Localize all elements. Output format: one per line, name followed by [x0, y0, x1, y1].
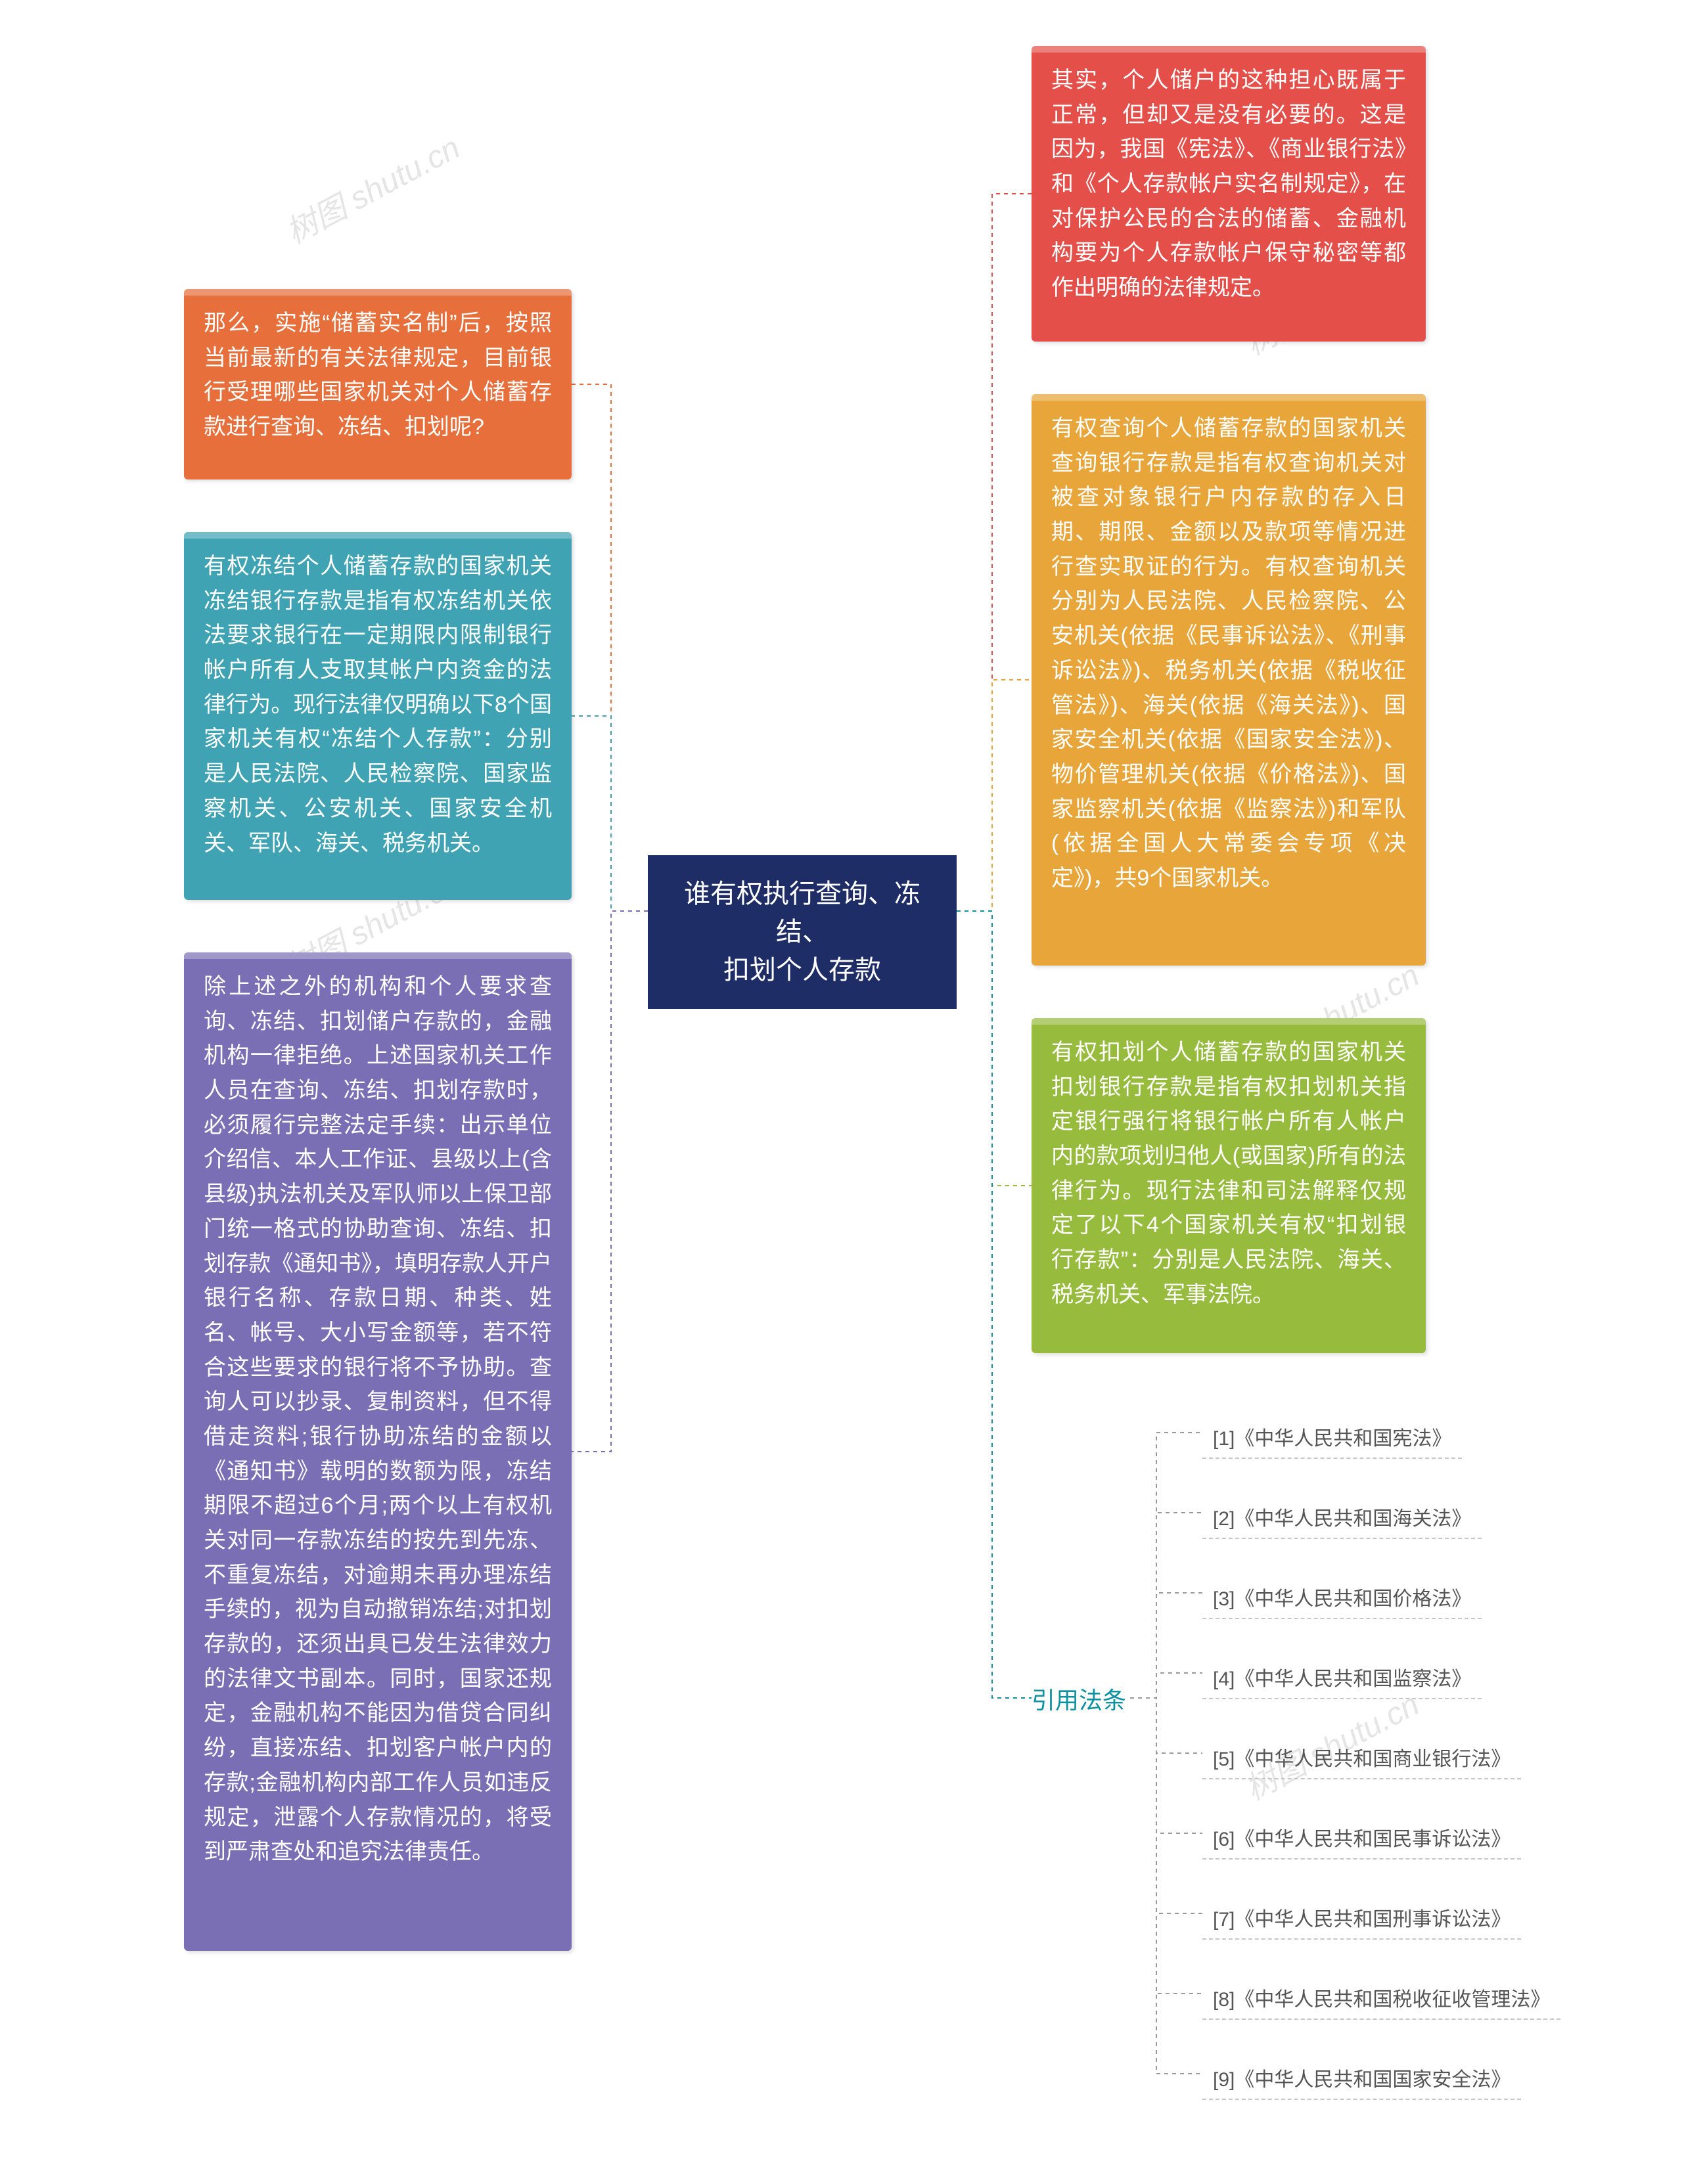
right-branch-2: 有权查询个人储蓄存款的国家机关查询银行存款是指有权查询机关对被查对象银行户内存款…	[1032, 394, 1426, 966]
law-item: [2]《中华人民共和国海关法》	[1202, 1496, 1482, 1539]
left-branch-2: 有权冻结个人储蓄存款的国家机关冻结银行存款是指有权冻结机关依法要求银行在一定期限…	[184, 532, 572, 900]
law-item: [5]《中华人民共和国商业银行法》	[1202, 1736, 1521, 1779]
left-branch-1: 那么，实施“储蓄实名制”后，按照当前最新的有关法律规定，目前银行受理哪些国家机关…	[184, 289, 572, 479]
watermark: 树图 shutu.cn	[277, 122, 467, 252]
law-item: [4]《中华人民共和国监察法》	[1202, 1656, 1482, 1699]
center-node: 谁有权执行查询、冻结、扣划个人存款	[648, 855, 957, 1009]
right-branch-3: 有权扣划个人储蓄存款的国家机关扣划银行存款是指有权扣划机关指定银行强行将银行帐户…	[1032, 1018, 1426, 1353]
law-item: [9]《中华人民共和国国家安全法》	[1202, 2057, 1521, 2100]
left-branch-3: 除上述之外的机构和个人要求查询、冻结、扣划储户存款的，金融机构一律拒绝。上述国家…	[184, 952, 572, 1951]
mindmap-canvas: 树图 shutu.cn树图 shutu.cn树图 shutu.cn树图 shut…	[0, 0, 1682, 2184]
law-item: [1]《中华人民共和国宪法》	[1202, 1415, 1462, 1459]
law-item: [6]《中华人民共和国民事诉讼法》	[1202, 1816, 1521, 1860]
right-branch-1: 其实，个人储户的这种担心既属于正常，但却又是没有必要的。这是因为，我国《宪法》、…	[1032, 46, 1426, 342]
references-header: 引用法条	[1032, 1682, 1126, 1716]
law-item: [3]《中华人民共和国价格法》	[1202, 1576, 1482, 1619]
law-item: [7]《中华人民共和国刑事诉讼法》	[1202, 1896, 1521, 1940]
law-item: [8]《中华人民共和国税收征收管理法》	[1202, 1976, 1560, 2020]
